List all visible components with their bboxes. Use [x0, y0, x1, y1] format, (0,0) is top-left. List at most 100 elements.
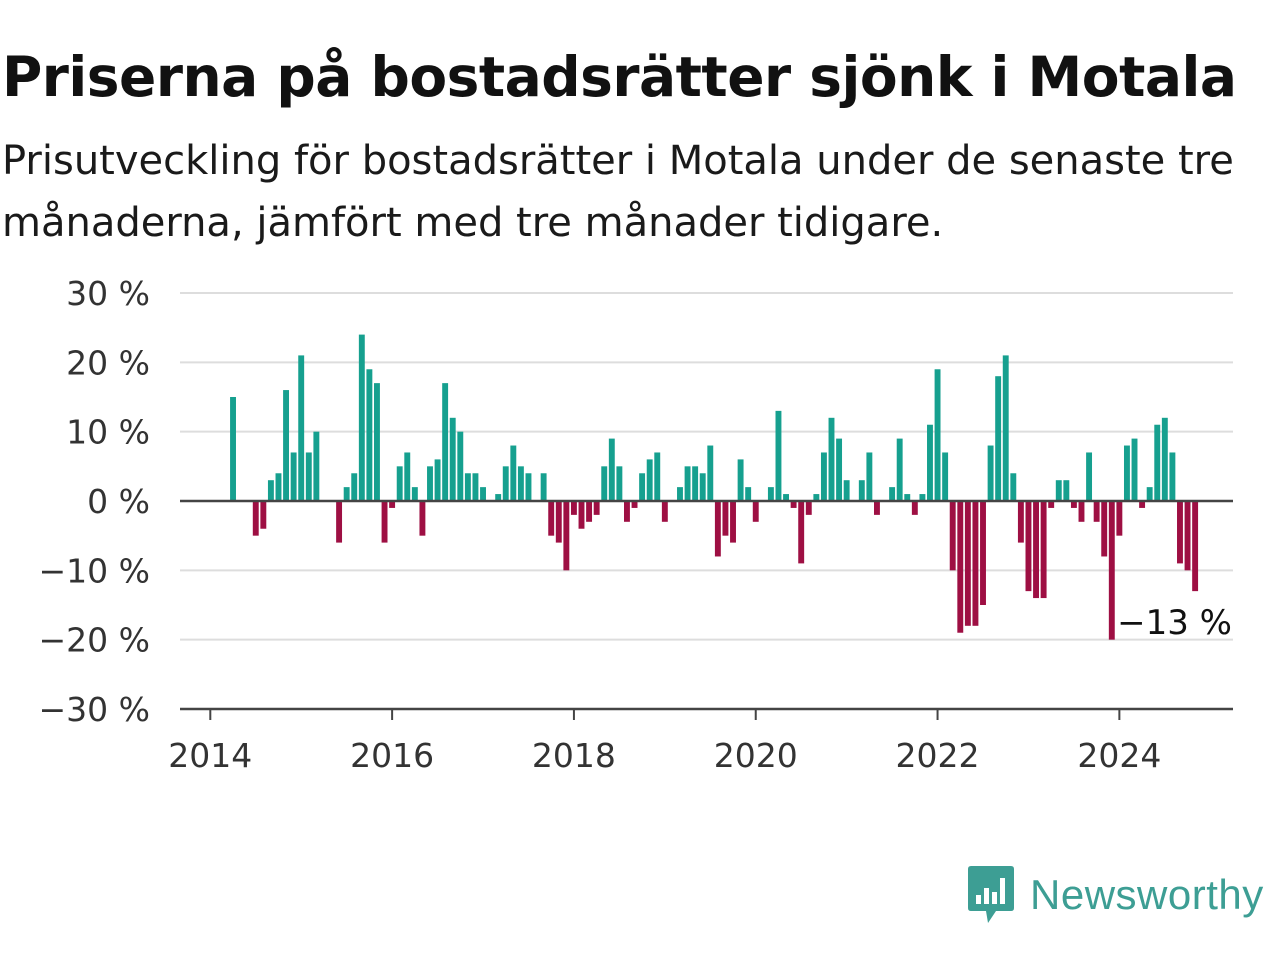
bar-2015-12 [381, 501, 388, 543]
bar-2018-03 [586, 501, 593, 522]
bar-2018-06 [608, 438, 615, 501]
last-value-annotation: −13 % [1117, 603, 1232, 643]
bar-2021-10 [911, 501, 918, 515]
bar-2022-02 [942, 452, 949, 501]
bar-2022-03 [949, 501, 956, 571]
bar-2024-08 [1169, 452, 1176, 501]
bar-2020-09 [813, 494, 820, 501]
bar-2019-11 [737, 459, 744, 501]
bar-2018-01 [570, 501, 577, 515]
x-tick-label: 2022 [896, 736, 980, 775]
bar-2014-07 [252, 501, 259, 536]
bar-2016-09 [449, 417, 456, 501]
bar-2020-07 [798, 501, 805, 564]
x-axis-ticks: 2014 2016 2018 2020 2022 2024 [168, 709, 1161, 775]
bar-2014-11 [283, 390, 290, 501]
x-tick-label: 2016 [350, 736, 434, 775]
bar-2014-04 [230, 397, 236, 501]
bar-2021-01 [843, 480, 850, 501]
bar-chart-speech-bubble-icon [968, 866, 1014, 923]
bar-2023-02 [1033, 501, 1039, 599]
y-tick-label: 0 % [87, 482, 150, 521]
bar-2017-03 [495, 494, 502, 501]
bar-2016-06 [427, 466, 433, 501]
bar-2015-03 [313, 431, 320, 501]
bar-2015-02 [305, 452, 312, 501]
bar-2020-06 [790, 501, 797, 508]
bar-2017-12 [563, 501, 570, 571]
bar-2020-11 [828, 417, 835, 501]
y-tick-label: −30 % [39, 690, 151, 729]
bar-2024-05 [1146, 487, 1153, 501]
x-tick-label: 2020 [714, 736, 798, 775]
bar-2019-03 [677, 487, 683, 501]
bar-2020-04 [775, 410, 782, 501]
bar-2023-01 [1025, 501, 1032, 592]
bar-2023-12 [1108, 501, 1115, 640]
bar-2016-11 [464, 473, 471, 501]
bar-2015-09 [358, 334, 365, 501]
bar-2018-02 [578, 501, 585, 529]
bar-2019-10 [730, 501, 736, 543]
bar-2015-08 [351, 473, 358, 501]
bar-2022-07 [980, 501, 986, 605]
newsworthy-brand: Newsworthy [966, 864, 1264, 926]
bar-2018-05 [601, 466, 608, 501]
bar-2024-04 [1139, 501, 1146, 508]
bar-2014-08 [260, 501, 267, 529]
bar-2023-06 [1063, 480, 1070, 501]
bar-2021-09 [904, 494, 911, 501]
bar-2022-04 [957, 501, 964, 633]
bar-2024-10 [1184, 501, 1191, 571]
y-tick-label: 10 % [66, 413, 150, 452]
page-subtitle: Prisutveckling för bostadsrätter i Motal… [2, 138, 1234, 246]
bar-2019-04 [684, 466, 691, 501]
bar-2018-08 [624, 501, 630, 522]
bar-2021-08 [896, 438, 903, 501]
price-change-bar-chart: 30 %20 %10 %0 %−10 %−20 %−30 % 2014 2016 2… [39, 274, 1233, 775]
bar-2020-12 [836, 438, 843, 501]
bar-2017-11 [555, 501, 562, 543]
y-tick-label: 30 % [66, 274, 150, 313]
bar-2016-03 [404, 452, 411, 501]
bar-2016-02 [396, 466, 403, 501]
bar-2017-01 [480, 487, 486, 501]
y-axis-tick-labels: 30 % 20 % 10 % 0 % −10 % −20 % −30 % [39, 274, 151, 729]
bar-2019-01 [661, 501, 668, 522]
bar-2017-07 [525, 473, 532, 501]
bar-2017-06 [517, 466, 524, 501]
bar-2019-08 [714, 501, 721, 557]
bar-2015-01 [298, 355, 305, 501]
bar-2021-11 [919, 494, 926, 501]
bar-2021-05 [874, 501, 880, 515]
bar-2018-09 [631, 501, 638, 508]
bar-2023-07 [1070, 501, 1077, 508]
x-tick-label: 2024 [1077, 736, 1161, 775]
bar-2023-10 [1093, 501, 1100, 522]
bar-2019-07 [707, 445, 714, 501]
bar-2018-07 [616, 466, 623, 501]
bar-2014-10 [275, 473, 282, 501]
bar-2018-11 [646, 459, 653, 501]
bar-2016-10 [457, 431, 464, 501]
bar-2023-08 [1078, 501, 1085, 522]
bar-2022-10 [1002, 355, 1009, 501]
bar-2021-04 [866, 452, 873, 501]
bar-2020-01 [752, 501, 759, 522]
bar-2016-04 [411, 487, 418, 501]
bar-2020-05 [783, 494, 789, 501]
bar-2022-01 [934, 369, 941, 501]
bar-2018-12 [654, 452, 661, 501]
bar-2018-10 [639, 473, 646, 501]
brand-name: Newsworthy [1030, 871, 1264, 918]
bars [230, 334, 1199, 640]
bar-2023-09 [1086, 452, 1093, 501]
bar-2022-06 [972, 501, 979, 626]
bar-2024-11 [1192, 501, 1199, 592]
bar-2024-02 [1123, 445, 1130, 501]
bar-2023-05 [1055, 480, 1062, 501]
bar-2021-12 [927, 424, 933, 501]
bar-2022-12 [1017, 501, 1024, 543]
bar-2024-01 [1116, 501, 1123, 536]
bar-2015-06 [336, 501, 343, 543]
